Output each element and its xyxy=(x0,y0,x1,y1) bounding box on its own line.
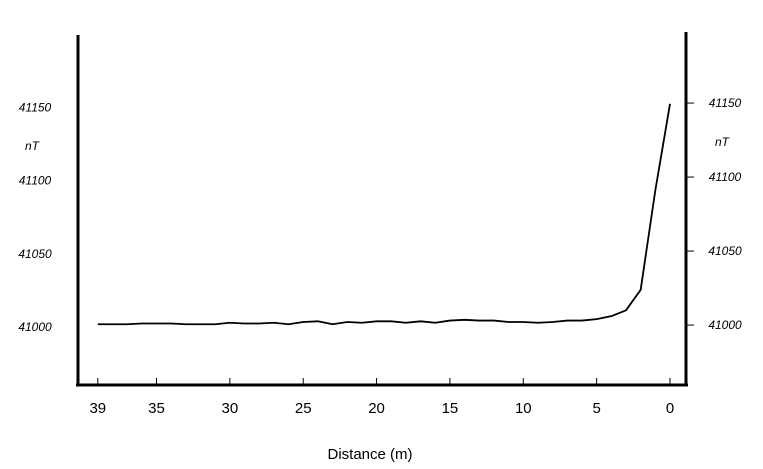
y-tick-label: 41100 xyxy=(19,174,52,188)
data-line xyxy=(97,103,671,326)
y-tick-label: 41000 xyxy=(18,320,52,334)
y2-tick-label: 41050 xyxy=(708,244,742,258)
x-tick-label: 0 xyxy=(666,400,674,417)
x-axis-label: Distance (m) xyxy=(327,446,412,463)
x-tick-label: 25 xyxy=(295,400,312,417)
y-tick-label: 41150 xyxy=(19,100,52,114)
x-tick-label: 30 xyxy=(222,400,239,417)
y2-tick-label: 41000 xyxy=(708,318,742,332)
y2-tick-label: 41100 xyxy=(709,170,742,184)
x-tick-label: 15 xyxy=(442,400,459,417)
y-axis-label: nT xyxy=(25,139,41,153)
x-tick-label: 10 xyxy=(515,400,532,417)
y-tick-label: 41050 xyxy=(18,247,52,261)
x-tick-label: 20 xyxy=(368,400,385,417)
x-tick-label: 5 xyxy=(592,400,600,417)
x-tick-label: 35 xyxy=(148,400,165,417)
y2-axis-label: nT xyxy=(715,135,731,149)
x-tick-label: 39 xyxy=(89,400,106,417)
y2-tick-label: 41150 xyxy=(709,96,742,110)
